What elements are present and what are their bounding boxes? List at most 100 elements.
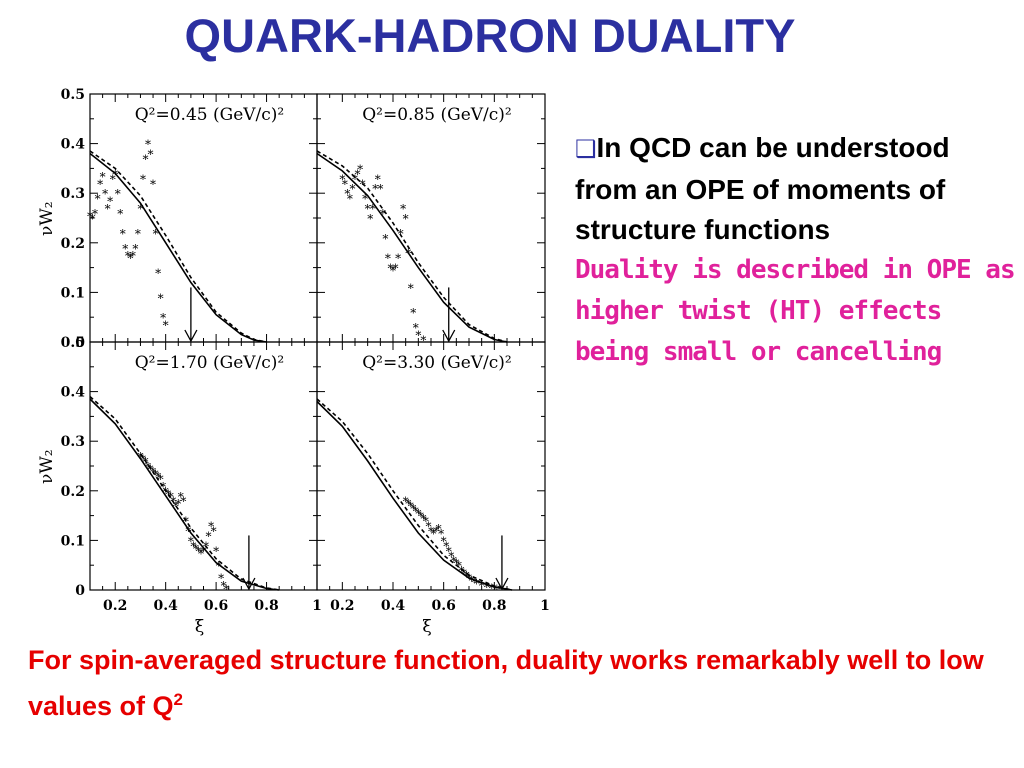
y-tick-label: 0 bbox=[75, 335, 85, 351]
data-point-star: * bbox=[160, 480, 166, 494]
x-tick-label: 0.8 bbox=[254, 598, 278, 614]
data-point-star: * bbox=[178, 490, 184, 504]
data-point-star: * bbox=[107, 195, 113, 209]
data-point-star: * bbox=[127, 252, 133, 266]
data-point-star: * bbox=[158, 291, 164, 305]
bullet-block: ❑In QCD can be understood from an OPE of… bbox=[575, 128, 1016, 373]
data-point-star: * bbox=[453, 557, 459, 571]
data-point-star: * bbox=[385, 252, 391, 266]
data-point-star: * bbox=[436, 522, 442, 536]
duality-explanation: Duality is described in OPE as higher tw… bbox=[575, 255, 1016, 367]
data-point-star: * bbox=[155, 267, 161, 281]
panel-title: Q²=0.45 (GeV/c)² bbox=[135, 105, 285, 125]
data-point-star: * bbox=[168, 490, 174, 504]
threshold-arrow-head bbox=[184, 329, 198, 343]
data-point-star: * bbox=[441, 534, 447, 548]
data-point-star: * bbox=[195, 544, 201, 558]
slide-title: QUARK-HADRON DUALITY bbox=[184, 9, 796, 62]
data-point-star: * bbox=[375, 172, 381, 186]
solid-curve bbox=[89, 152, 267, 343]
data-point-star: * bbox=[431, 527, 437, 541]
y-tick-label: 0.4 bbox=[61, 385, 86, 401]
x-tick-label: 1 bbox=[312, 598, 322, 614]
y-tick-label: 0.5 bbox=[61, 87, 85, 103]
data-point-star: * bbox=[403, 495, 409, 509]
data-point-star: * bbox=[415, 507, 421, 521]
data-point-star: * bbox=[408, 500, 414, 514]
bottom-caption-text: For spin-averaged structure function, du… bbox=[28, 645, 984, 721]
panel-frame bbox=[316, 93, 546, 343]
data-point-star: * bbox=[405, 497, 411, 511]
panel-title: Q²=0.85 (GeV/c)² bbox=[362, 105, 512, 125]
x-tick-label: 0.2 bbox=[103, 598, 127, 614]
bullet-text: In QCD can be understood from an OPE of … bbox=[575, 132, 950, 245]
x-tick-label: 0.2 bbox=[330, 598, 354, 614]
data-point-star: * bbox=[428, 524, 434, 538]
x-tick-label: 0.4 bbox=[153, 598, 178, 614]
data-point-star: * bbox=[185, 524, 191, 538]
dashed-curve bbox=[89, 396, 280, 591]
panel-frame bbox=[316, 341, 546, 591]
data-point-star: * bbox=[413, 505, 419, 519]
solid-curve bbox=[316, 400, 513, 591]
dashed-curve bbox=[316, 398, 513, 591]
data-point-star: * bbox=[190, 539, 196, 553]
data-point-star: * bbox=[393, 262, 399, 276]
data-point-star: * bbox=[140, 453, 146, 467]
data-point-star: * bbox=[155, 470, 161, 484]
data-point-star: * bbox=[362, 192, 368, 206]
data-point-star: * bbox=[418, 510, 424, 524]
data-point-star: * bbox=[494, 583, 500, 597]
data-point-star: * bbox=[135, 227, 141, 241]
data-point-star: * bbox=[175, 497, 181, 511]
data-point-star: * bbox=[130, 249, 136, 263]
x-tick-label: 0.8 bbox=[482, 598, 506, 614]
bullet-item: ❑In QCD can be understood from an OPE of… bbox=[575, 128, 1016, 373]
data-point-star: * bbox=[95, 192, 101, 206]
data-point-star: * bbox=[145, 138, 151, 152]
data-point-star: * bbox=[400, 202, 406, 216]
chart-panel-2: Q²=0.85 (GeV/c)²************************… bbox=[316, 93, 546, 348]
data-point-star: * bbox=[410, 306, 416, 320]
x-axis-label: ξ bbox=[422, 617, 431, 637]
y-tick-label: 0.1 bbox=[61, 285, 85, 301]
data-point-star: * bbox=[193, 542, 199, 556]
data-point-star: * bbox=[165, 487, 171, 501]
dashed-curve bbox=[316, 150, 508, 343]
data-point-star: * bbox=[90, 212, 96, 226]
x-tick-label: 1 bbox=[540, 598, 550, 614]
data-point-star: * bbox=[213, 544, 219, 558]
data-point-star: * bbox=[183, 515, 189, 529]
data-point-star: * bbox=[357, 162, 363, 176]
data-point-star: * bbox=[137, 202, 143, 216]
hollow-square-bullet-icon: ❑ bbox=[575, 136, 597, 163]
data-point-star: * bbox=[433, 524, 439, 538]
y-tick-label: 0.2 bbox=[61, 484, 85, 500]
data-point-star: * bbox=[105, 202, 111, 216]
panel-frame bbox=[89, 93, 318, 343]
data-point-star: * bbox=[474, 577, 480, 591]
data-point-star: * bbox=[87, 210, 93, 224]
data-point-star: * bbox=[342, 177, 348, 191]
data-point-star: * bbox=[153, 227, 159, 241]
data-point-star: * bbox=[122, 242, 128, 256]
data-point-star: * bbox=[201, 544, 207, 558]
data-point-star: * bbox=[390, 264, 396, 278]
data-point-star: * bbox=[208, 520, 214, 534]
data-point-star: * bbox=[408, 281, 414, 295]
y-tick-label: 0.3 bbox=[61, 434, 85, 450]
data-point-star: * bbox=[413, 321, 419, 335]
data-point-star: * bbox=[223, 583, 229, 597]
data-point-star: * bbox=[211, 524, 217, 538]
threshold-arrow-head bbox=[442, 329, 456, 343]
data-point-star: * bbox=[198, 547, 204, 561]
data-point-star: * bbox=[489, 582, 495, 596]
y-tick-label: 0 bbox=[75, 583, 85, 599]
data-point-star: * bbox=[188, 534, 194, 548]
x-tick-label: 0.6 bbox=[204, 598, 228, 614]
data-point-star: * bbox=[344, 187, 350, 201]
solid-curve bbox=[316, 152, 508, 343]
data-point-star: * bbox=[387, 262, 393, 276]
